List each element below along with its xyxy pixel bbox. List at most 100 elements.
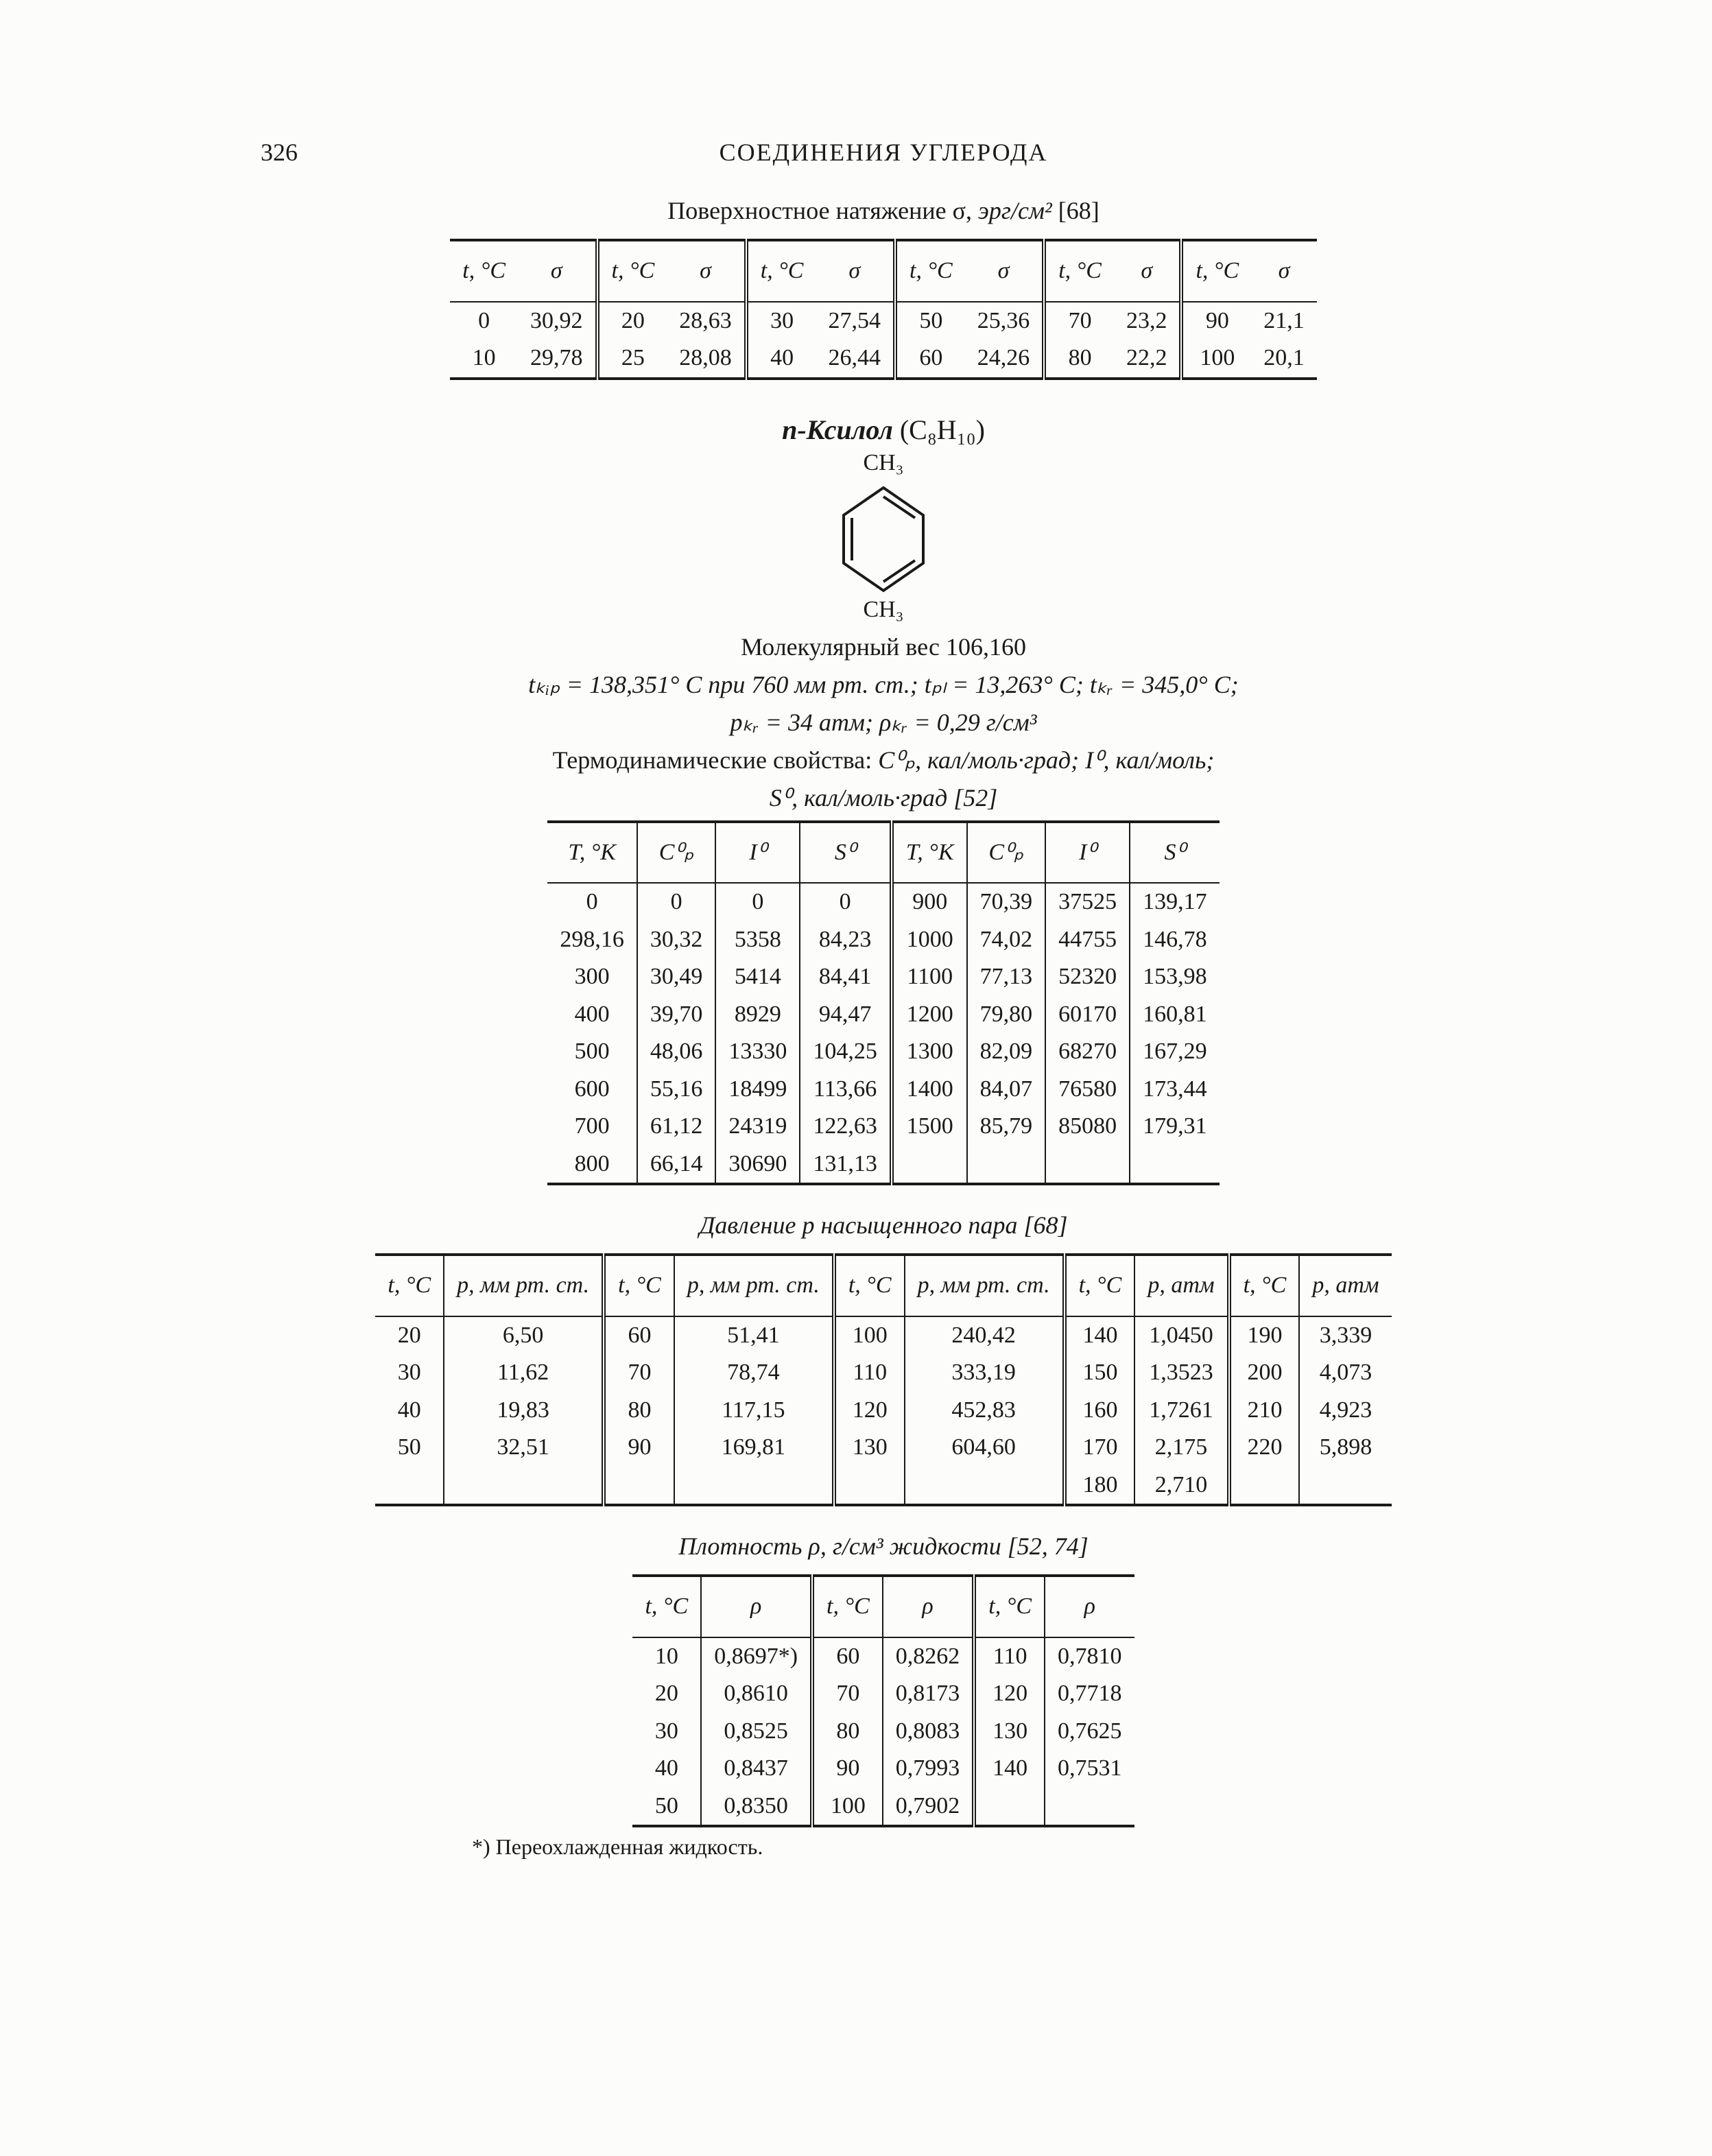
thermo-head-row: T, °K C⁰ₚ I⁰ S⁰ T, °K C⁰ₚ I⁰ S⁰ [547,822,1219,884]
table-cell: 150 [1065,1354,1135,1392]
th-S: S⁰ [800,822,892,884]
table-cell: 84,23 [800,921,892,959]
table-cell: 122,63 [800,1108,892,1146]
table-cell: 100 [834,1316,905,1355]
st-h-t: t, °C [1181,240,1251,302]
density-footnote: *) Переохлажденная жидкость. [472,1833,1295,1860]
table-cell: 80 [812,1713,883,1751]
table-cell: 82,09 [967,1033,1046,1071]
table-cell: 120 [974,1675,1045,1713]
page-number: 326 [261,137,298,168]
st-h-t: t, °C [746,240,816,302]
table-cell: 173,44 [1130,1071,1220,1109]
table-cell: 0,8262 [883,1637,975,1676]
phys-2b: ρₖᵣ = 0,29 г/см³ [879,709,1037,736]
table-cell: 0 [547,883,637,921]
table-cell: 77,13 [967,958,1046,996]
table-cell: 90 [1181,302,1251,340]
table-cell: 452,83 [905,1392,1065,1430]
table-row: 1029,782528,084026,446024,268022,210020,… [450,340,1316,379]
table-cell: 40 [375,1392,444,1430]
table-cell: 0,8525 [701,1713,812,1751]
st-cap-unit: эрг/см² [978,197,1052,224]
table-cell: 60170 [1045,996,1130,1034]
table-cell: 167,29 [1130,1033,1220,1071]
table-cell [834,1467,905,1506]
table-cell: 900 [892,883,967,921]
table-cell: 2,710 [1134,1467,1228,1506]
table-cell: 18499 [715,1071,800,1109]
table-cell: 0,7718 [1045,1675,1134,1713]
table-cell: 21,1 [1251,302,1317,340]
table-cell: 0,7531 [1045,1750,1134,1788]
table-row: 3011,627078,74110333,191501,35232004,073 [375,1354,1391,1392]
table-cell: 74,02 [967,921,1046,959]
dh-r: ρ [701,1576,812,1637]
table-cell: 25 [597,340,667,379]
table-cell: 130 [974,1713,1045,1751]
table-cell: 200 [1229,1354,1300,1392]
benzene-ring-icon [835,484,931,594]
table-cell: 80 [1044,340,1114,379]
st-h-s: σ [667,240,746,302]
table-cell [1130,1146,1220,1185]
mol-weight-label: Молекулярный вес [741,633,940,661]
density-table: t, °C ρ t, °C ρ t, °C ρ 100,8697*)600,82… [632,1574,1134,1827]
table-cell: 1,0450 [1134,1316,1228,1355]
table-cell: 1400 [892,1071,967,1109]
table-cell: 120 [834,1392,905,1430]
st-h-s: σ [518,240,597,302]
table-cell: 100 [1181,340,1251,379]
table-cell: 20 [375,1316,444,1355]
table-cell: 70 [1044,302,1114,340]
table-cell: 140 [974,1750,1045,1788]
vh-pmm: p, мм рт. ст. [674,1255,834,1316]
thermo-cap-b: C⁰ₚ, кал/моль·град; I⁰, кал/моль; [878,746,1214,774]
table-cell: 240,42 [905,1316,1065,1355]
table-cell: 4,073 [1299,1354,1391,1392]
thermo-caption: Термодинамические свойства: C⁰ₚ, кал/мол… [261,745,1506,776]
table-cell: 1300 [892,1033,967,1071]
table-cell: 104,25 [800,1033,892,1071]
table-cell: 169,81 [674,1429,834,1467]
table-row: 030,922028,633027,545025,367023,29021,1 [450,302,1316,340]
table-cell: 10 [632,1637,701,1676]
table-cell: 61,12 [637,1108,716,1146]
table-cell: 66,14 [637,1146,716,1185]
st-h-s: σ [816,240,896,302]
table-cell: 44755 [1045,921,1130,959]
vh-t: t, °C [375,1255,444,1316]
table-cell: 94,47 [800,996,892,1034]
table-cell: 28,08 [667,340,746,379]
table-cell [1045,1788,1134,1827]
table-row: 70061,1224319122,63150085,7985080179,31 [547,1108,1219,1146]
table-cell: 80 [604,1392,674,1430]
table-cell: 90 [812,1750,883,1788]
table-cell: 0 [450,302,518,340]
table-row: 30030,49541484,41110077,1352320153,98 [547,958,1219,996]
st-head-row: t, °C σ t, °C σ t, °C σ t, °C σ t, °C σ … [450,240,1316,302]
table-cell: 160,81 [1130,996,1220,1034]
table-cell: 800 [547,1146,637,1185]
density-caption: Плотность ρ, г/см³ жидкости [52, 74] [261,1531,1506,1562]
st-h-t: t, °C [895,240,965,302]
vapor-cap-text: Давление p насыщенного пара [68] [700,1211,1068,1239]
table-cell: 100 [812,1788,883,1827]
table-cell: 140 [1065,1316,1135,1355]
table-cell [604,1467,674,1506]
dh-r: ρ [883,1576,975,1637]
table-row: 5032,5190169,81130604,601702,1752205,898 [375,1429,1391,1467]
compound-formula: (C₈H₁₀) [900,414,985,445]
st-h-s: σ [1114,240,1182,302]
table-cell: 130 [834,1429,905,1467]
table-row: 500,83501000,7902 [632,1788,1134,1827]
table-cell: 153,98 [1130,958,1220,996]
table-row: 400,8437900,79931400,7531 [632,1750,1134,1788]
table-cell: 160 [1065,1392,1135,1430]
table-cell [905,1467,1065,1506]
vh-patm: p, атм [1299,1255,1391,1316]
table-row: 1802,710 [375,1467,1391,1506]
table-row: 100,8697*)600,82621100,7810 [632,1637,1134,1676]
table-cell: 30,92 [518,302,597,340]
th-Cp: C⁰ₚ [637,822,716,884]
